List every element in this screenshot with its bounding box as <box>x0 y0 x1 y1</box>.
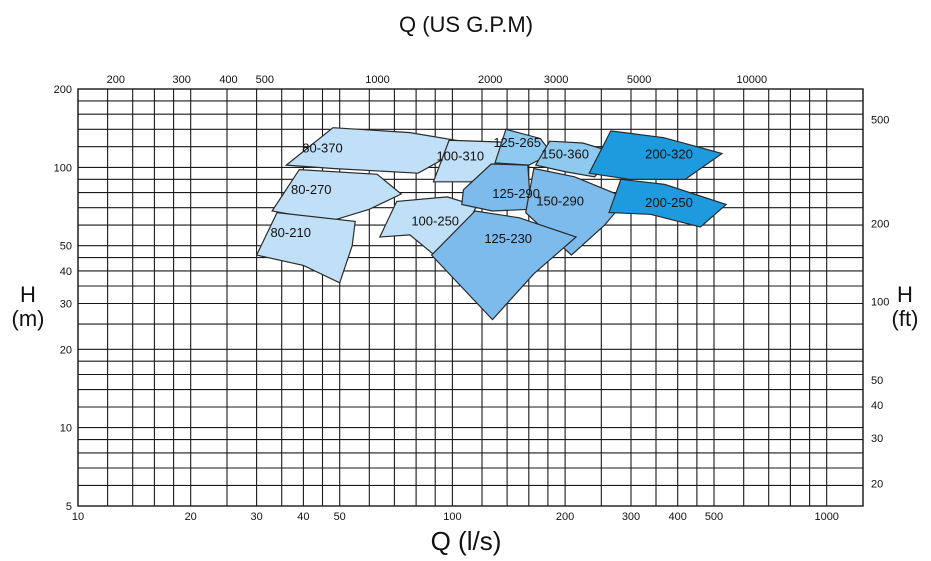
x2-tick-label: 5000 <box>627 74 651 86</box>
plot-frame <box>77 88 864 507</box>
region-label-80-370: 80-370 <box>302 141 342 156</box>
region-label-125-290: 125-290 <box>492 186 540 201</box>
y-axis-title: H <box>20 282 36 307</box>
top-axis-title: Q (US G.P.M) <box>399 12 533 37</box>
region-label-100-250: 100-250 <box>411 213 459 228</box>
y2-tick-label: 50 <box>871 375 883 387</box>
y-axis-unit: (m) <box>12 306 45 331</box>
y-tick-label: 100 <box>54 162 72 174</box>
y-axis-ticks: 5 10 20 30 40 50 100 200 <box>54 84 72 513</box>
y2-tick-label: 40 <box>871 400 883 412</box>
y2-axis-ticks: 20 30 40 50 100 200 500 <box>871 115 889 491</box>
x-tick-label: 40 <box>297 511 309 523</box>
y-tick-label: 200 <box>54 84 72 96</box>
x-tick-label: 30 <box>250 511 262 523</box>
y-tick-label: 30 <box>60 299 72 311</box>
x-tick-label: 10 <box>72 511 84 523</box>
x2-tick-label: 2000 <box>478 74 502 86</box>
y2-tick-label: 30 <box>871 433 883 445</box>
x-tick-label: 300 <box>622 511 640 523</box>
region-label-200-320: 200-320 <box>645 147 693 162</box>
region-label-150-290: 150-290 <box>536 193 584 208</box>
region-label-125-265: 125-265 <box>493 135 541 150</box>
y2-tick-label: 100 <box>871 297 889 309</box>
y-tick-label: 10 <box>60 423 72 435</box>
region-200-250 <box>608 178 728 228</box>
y2-tick-label: 500 <box>871 115 889 127</box>
y2-axis-title: H <box>897 282 913 307</box>
x-tick-label: 200 <box>556 511 574 523</box>
x-tick-label: 500 <box>705 511 723 523</box>
x2-tick-label: 1000 <box>365 74 389 86</box>
region-label-200-250: 200-250 <box>645 195 693 210</box>
region-label-100-310: 100-310 <box>436 149 484 164</box>
region-200-320 <box>588 130 724 180</box>
region-80-210 <box>255 211 356 284</box>
region-125-230 <box>430 210 578 321</box>
region-label-150-360: 150-360 <box>541 147 589 162</box>
y-tick-label: 20 <box>60 344 72 356</box>
y2-tick-label: 200 <box>871 218 889 230</box>
y2-axis-unit: (ft) <box>892 306 919 331</box>
x2-tick-label: 3000 <box>544 74 568 86</box>
x-tick-label: 1000 <box>814 511 838 523</box>
region-label-80-210: 80-210 <box>270 225 310 240</box>
x2-tick-label: 500 <box>256 74 274 86</box>
x2-axis-ticks: 200 300 400 500 1000 2000 3000 5000 10000 <box>107 74 767 86</box>
y-tick-label: 5 <box>66 501 72 513</box>
x-axis-ticks: 10 20 30 40 50 100 200 300 400 500 1000 <box>72 511 839 523</box>
y-tick-label: 40 <box>60 266 72 278</box>
y2-tick-label: 20 <box>871 479 883 491</box>
y-tick-label: 50 <box>60 241 72 253</box>
x-tick-label: 400 <box>669 511 687 523</box>
pump-regions: 80-37080-27080-210100-250100-310125-2651… <box>255 127 728 321</box>
x-tick-label: 20 <box>185 511 197 523</box>
x2-tick-label: 400 <box>219 74 237 86</box>
region-label-125-230: 125-230 <box>484 231 532 246</box>
region-label-80-270: 80-270 <box>291 182 331 197</box>
x2-tick-label: 10000 <box>737 74 768 86</box>
x-tick-label: 100 <box>443 511 461 523</box>
x-axis-title: Q (l/s) <box>431 526 502 556</box>
x-tick-label: 50 <box>334 511 346 523</box>
x2-tick-label: 200 <box>107 74 125 86</box>
x2-tick-label: 300 <box>173 74 191 86</box>
